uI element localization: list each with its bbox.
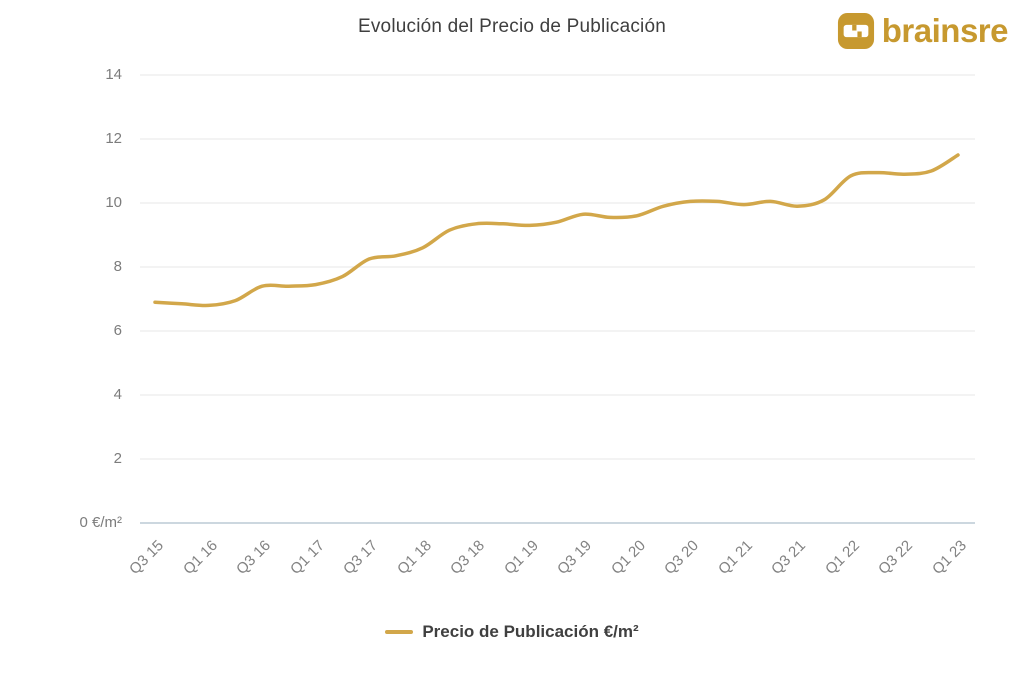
y-tick-label: 6 <box>113 322 122 339</box>
y-tick-label: 8 <box>113 258 122 275</box>
y-tick-label: 4 <box>113 386 122 403</box>
y-tick-label: 14 <box>105 66 122 83</box>
y-tick-label: 0 €/m² <box>79 514 122 531</box>
legend[interactable]: Precio de Publicación €/m² <box>0 622 1024 642</box>
brainsre-block-b-icon <box>837 12 875 50</box>
y-tick-label: 2 <box>113 450 122 467</box>
legend-line-swatch <box>385 630 414 634</box>
chart-title: Evolución del Precio de Publicación <box>357 16 666 37</box>
legend-label: Precio de Publicación €/m² <box>422 622 639 641</box>
price-series-line <box>153 153 960 308</box>
y-tick-label: 12 <box>105 130 122 147</box>
brand-wordmark: brainsre <box>881 12 1009 49</box>
y-tick-label: 10 <box>105 194 122 211</box>
brand-logo: brainsre <box>837 12 1009 50</box>
